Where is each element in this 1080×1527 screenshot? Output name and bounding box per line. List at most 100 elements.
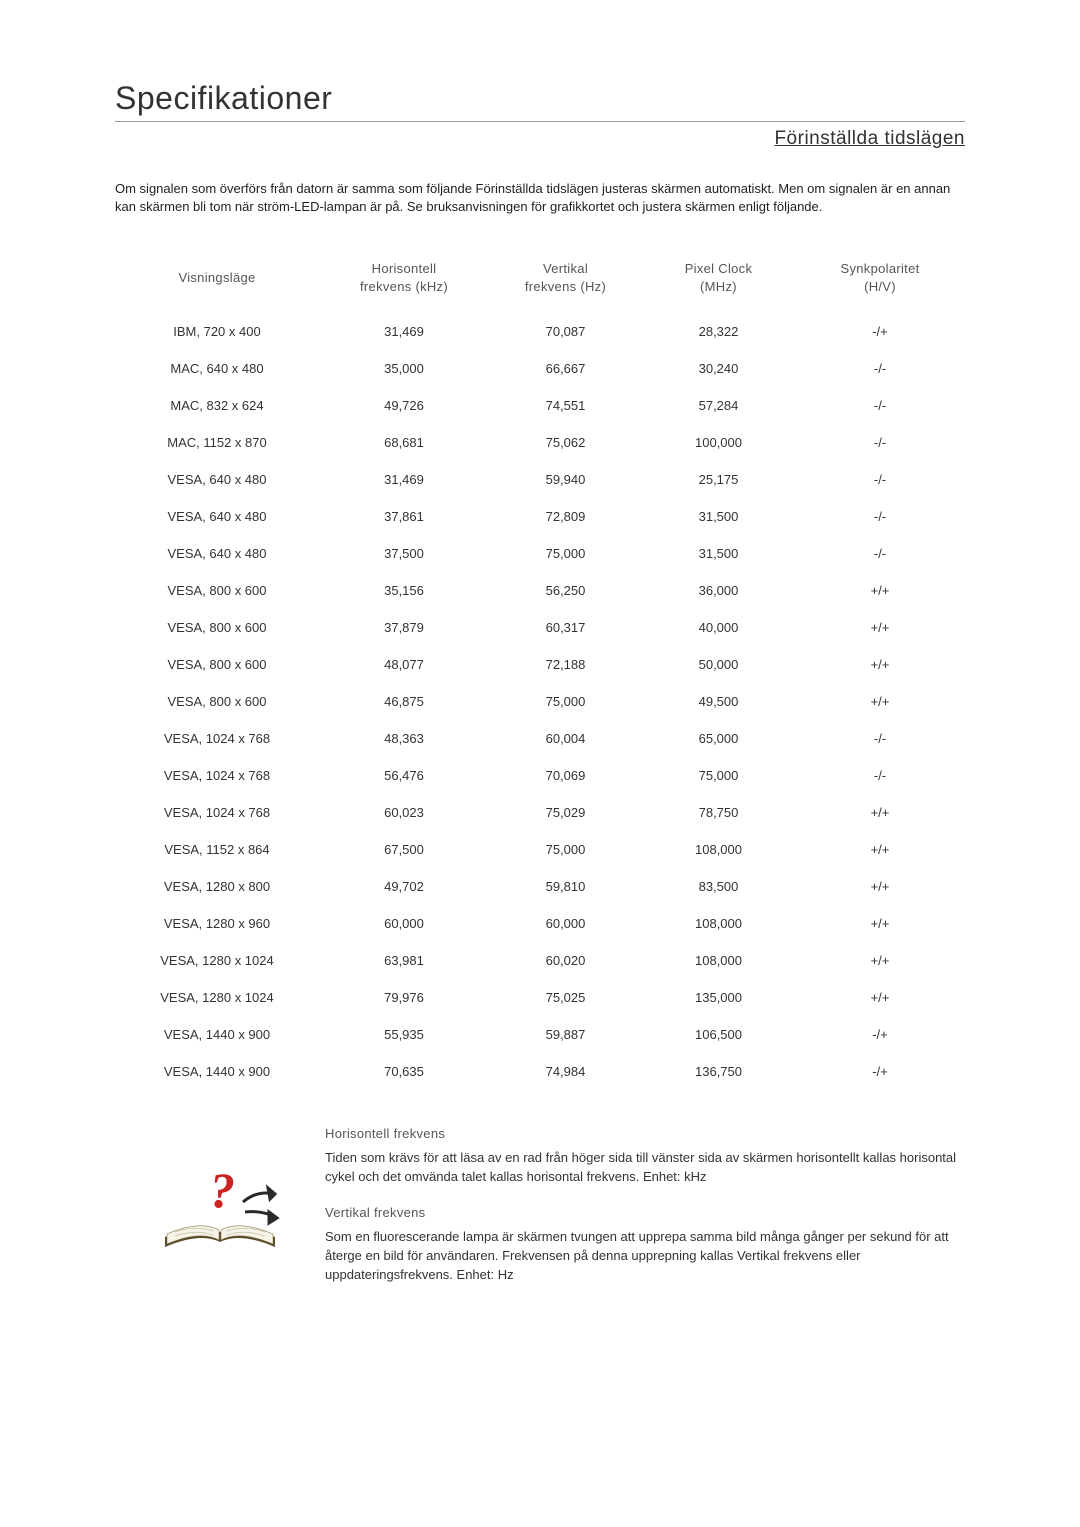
cell-value: 75,000 (489, 683, 642, 720)
v-freq-heading: Vertikal frekvens (325, 1205, 965, 1220)
cell-value: 60,317 (489, 609, 642, 646)
cell-mode: VESA, 1280 x 800 (115, 868, 319, 905)
table-row: VESA, 640 x 48037,86172,80931,500-/- (115, 498, 965, 535)
cell-value: 108,000 (642, 831, 795, 868)
cell-value: 75,062 (489, 424, 642, 461)
cell-value: 40,000 (642, 609, 795, 646)
section-subtitle: Förinställda tidslägen (774, 128, 965, 149)
cell-mode: VESA, 1024 x 768 (115, 720, 319, 757)
cell-value: -/- (795, 757, 965, 794)
cell-value: +/+ (795, 979, 965, 1016)
cell-value: 75,000 (489, 831, 642, 868)
col-display-mode: Visningsläge (115, 250, 319, 313)
table-row: VESA, 800 x 60035,15656,25036,000+/+ (115, 572, 965, 609)
cell-value: 49,500 (642, 683, 795, 720)
cell-value: 31,469 (319, 313, 489, 350)
cell-value: 37,861 (319, 498, 489, 535)
table-row: VESA, 1152 x 86467,50075,000108,000+/+ (115, 831, 965, 868)
cell-value: -/- (795, 387, 965, 424)
cell-value: +/+ (795, 905, 965, 942)
cell-mode: VESA, 1152 x 864 (115, 831, 319, 868)
h-freq-body: Tiden som krävs för att läsa av en rad f… (325, 1149, 965, 1187)
cell-value: 48,077 (319, 646, 489, 683)
cell-value: 60,023 (319, 794, 489, 831)
timing-table: Visningsläge Horisontellfrekvens (kHz) V… (115, 250, 965, 1090)
cell-value: 79,976 (319, 979, 489, 1016)
cell-mode: MAC, 640 x 480 (115, 350, 319, 387)
cell-mode: VESA, 1280 x 960 (115, 905, 319, 942)
table-header-row: Visningsläge Horisontellfrekvens (kHz) V… (115, 250, 965, 313)
cell-value: 56,476 (319, 757, 489, 794)
table-row: VESA, 1024 x 76848,36360,00465,000-/- (115, 720, 965, 757)
cell-value: 70,069 (489, 757, 642, 794)
cell-mode: MAC, 832 x 624 (115, 387, 319, 424)
cell-value: 78,750 (642, 794, 795, 831)
table-row: VESA, 800 x 60048,07772,18850,000+/+ (115, 646, 965, 683)
intro-text: Om signalen som överförs från datorn är … (115, 180, 965, 216)
cell-value: 48,363 (319, 720, 489, 757)
col-h-freq: Horisontellfrekvens (kHz) (319, 250, 489, 313)
cell-value: 100,000 (642, 424, 795, 461)
cell-value: 31,469 (319, 461, 489, 498)
cell-mode: VESA, 640 x 480 (115, 498, 319, 535)
cell-value: 56,250 (489, 572, 642, 609)
table-row: VESA, 1024 x 76860,02375,02978,750+/+ (115, 794, 965, 831)
cell-value: +/+ (795, 942, 965, 979)
frequency-illustration-icon: ? (145, 1152, 295, 1272)
cell-value: 68,681 (319, 424, 489, 461)
cell-mode: VESA, 1440 x 900 (115, 1053, 319, 1090)
cell-value: 35,000 (319, 350, 489, 387)
cell-value: 60,000 (489, 905, 642, 942)
cell-value: 66,667 (489, 350, 642, 387)
col-sync-polarity: Synkpolaritet(H/V) (795, 250, 965, 313)
table-row: MAC, 640 x 48035,00066,66730,240-/- (115, 350, 965, 387)
cell-value: -/- (795, 720, 965, 757)
cell-value: 65,000 (642, 720, 795, 757)
cell-value: 74,551 (489, 387, 642, 424)
cell-value: 36,000 (642, 572, 795, 609)
cell-value: 28,322 (642, 313, 795, 350)
cell-value: 108,000 (642, 942, 795, 979)
cell-value: +/+ (795, 609, 965, 646)
table-row: VESA, 1280 x 96060,00060,000108,000+/+ (115, 905, 965, 942)
cell-value: 63,981 (319, 942, 489, 979)
cell-value: 60,004 (489, 720, 642, 757)
cell-mode: VESA, 800 x 600 (115, 572, 319, 609)
table-row: VESA, 1280 x 80049,70259,81083,500+/+ (115, 868, 965, 905)
cell-value: +/+ (795, 831, 965, 868)
cell-value: 59,810 (489, 868, 642, 905)
cell-value: 59,940 (489, 461, 642, 498)
cell-mode: VESA, 1440 x 900 (115, 1016, 319, 1053)
table-row: VESA, 640 x 48037,50075,00031,500-/- (115, 535, 965, 572)
cell-value: 70,635 (319, 1053, 489, 1090)
cell-value: -/- (795, 498, 965, 535)
cell-mode: VESA, 1024 x 768 (115, 757, 319, 794)
cell-value: -/- (795, 424, 965, 461)
v-freq-body: Som en fluorescerande lampa är skärmen t… (325, 1228, 965, 1285)
table-row: MAC, 832 x 62449,72674,55157,284-/- (115, 387, 965, 424)
cell-value: 46,875 (319, 683, 489, 720)
table-row: VESA, 1280 x 102463,98160,020108,000+/+ (115, 942, 965, 979)
cell-value: 135,000 (642, 979, 795, 1016)
cell-mode: VESA, 640 x 480 (115, 461, 319, 498)
table-row: VESA, 1440 x 90055,93559,887106,500-/+ (115, 1016, 965, 1053)
cell-value: +/+ (795, 868, 965, 905)
cell-mode: VESA, 640 x 480 (115, 535, 319, 572)
cell-value: 50,000 (642, 646, 795, 683)
cell-mode: MAC, 1152 x 870 (115, 424, 319, 461)
cell-value: -/+ (795, 1053, 965, 1090)
cell-value: -/- (795, 350, 965, 387)
cell-value: 60,000 (319, 905, 489, 942)
cell-value: 75,000 (489, 535, 642, 572)
cell-mode: VESA, 1024 x 768 (115, 794, 319, 831)
cell-mode: VESA, 800 x 600 (115, 609, 319, 646)
cell-value: 106,500 (642, 1016, 795, 1053)
cell-value: 60,020 (489, 942, 642, 979)
cell-mode: VESA, 1280 x 1024 (115, 979, 319, 1016)
cell-value: 67,500 (319, 831, 489, 868)
cell-value: 75,029 (489, 794, 642, 831)
cell-value: 57,284 (642, 387, 795, 424)
cell-value: 31,500 (642, 535, 795, 572)
cell-value: 75,025 (489, 979, 642, 1016)
cell-value: 75,000 (642, 757, 795, 794)
